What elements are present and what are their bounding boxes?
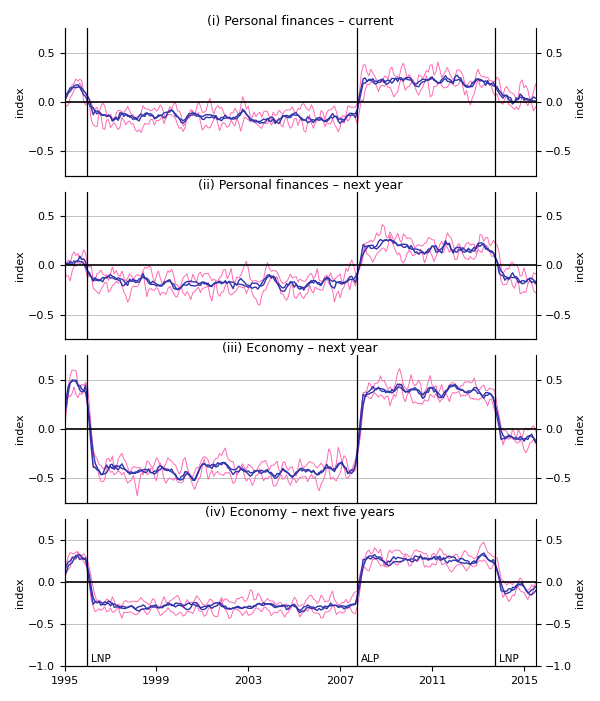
Y-axis label: index: index xyxy=(15,86,25,117)
Y-axis label: index: index xyxy=(575,86,585,117)
Text: LNP: LNP xyxy=(499,654,518,664)
Title: (i) Personal finances – current: (i) Personal finances – current xyxy=(207,15,393,28)
Title: (ii) Personal finances – next year: (ii) Personal finances – next year xyxy=(198,179,402,191)
Y-axis label: index: index xyxy=(575,414,585,444)
Y-axis label: index: index xyxy=(15,414,25,444)
Y-axis label: index: index xyxy=(575,250,585,280)
Title: (iii) Economy – next year: (iii) Economy – next year xyxy=(222,342,378,355)
Title: (iv) Economy – next five years: (iv) Economy – next five years xyxy=(205,505,395,519)
Y-axis label: index: index xyxy=(575,577,585,608)
Text: ALP: ALP xyxy=(361,654,380,664)
Y-axis label: index: index xyxy=(15,577,25,608)
Text: LNP: LNP xyxy=(91,654,110,664)
Y-axis label: index: index xyxy=(15,250,25,280)
